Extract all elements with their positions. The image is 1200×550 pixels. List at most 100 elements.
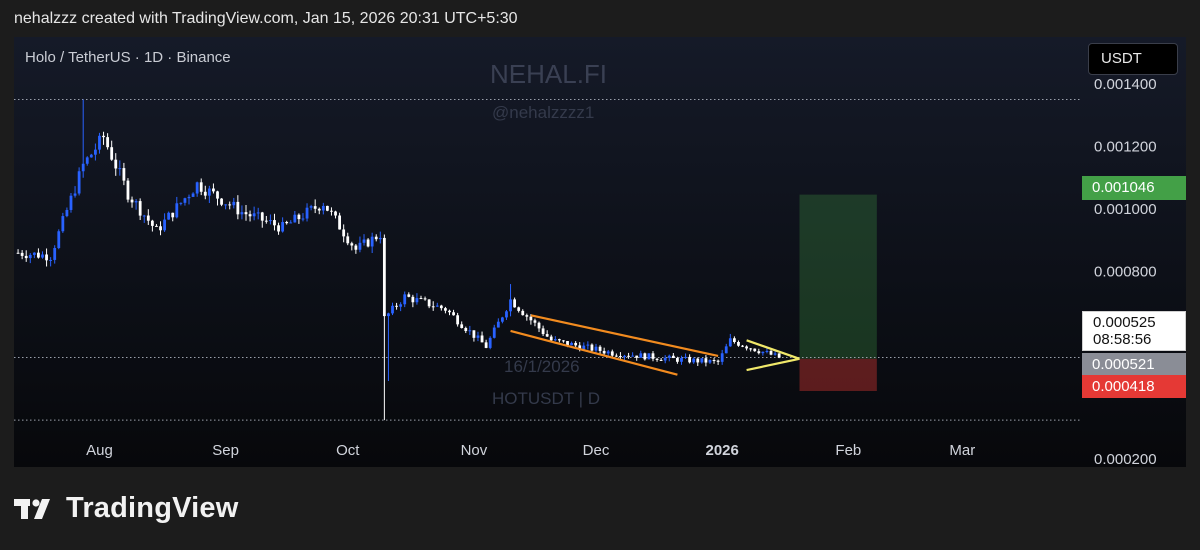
candle — [553, 336, 557, 342]
candle-body — [627, 355, 630, 357]
candle-body — [317, 208, 321, 211]
candle-body — [505, 311, 508, 318]
target-price-tag: 0.001046 — [1082, 176, 1186, 200]
candle — [456, 312, 460, 327]
candle-body — [325, 205, 329, 211]
trend-drawings — [510, 314, 800, 376]
candle — [305, 203, 309, 222]
candle — [297, 213, 301, 224]
candle-body — [366, 239, 370, 247]
candle — [49, 257, 53, 267]
candle — [289, 220, 293, 224]
candle — [598, 345, 602, 355]
candle — [110, 140, 114, 161]
candle — [480, 331, 484, 343]
tradingview-logo[interactable]: TradingView — [14, 492, 239, 525]
candle — [472, 330, 476, 342]
candle — [366, 238, 370, 248]
candle-body — [582, 345, 586, 350]
candle — [704, 355, 708, 367]
stop-price-tag: 0.000418 — [1082, 375, 1186, 398]
candle-body — [696, 358, 700, 363]
candle — [411, 294, 415, 308]
candle-body — [586, 344, 590, 346]
candle — [69, 192, 73, 213]
candles — [16, 99, 781, 421]
candle-body — [228, 204, 232, 206]
candle-body — [146, 215, 150, 221]
candle-body — [110, 147, 114, 160]
candle-body — [134, 201, 138, 203]
candle — [138, 198, 142, 220]
candle — [435, 302, 439, 307]
candle-body — [716, 360, 720, 362]
watermark-handle: @nehalzzzz1 — [492, 103, 595, 122]
price-chart[interactable]: 0.0014000.0012000.0010000.0008000.000600… — [14, 37, 1186, 467]
candle — [167, 211, 171, 220]
candle-body — [488, 337, 492, 348]
candle — [130, 196, 134, 208]
candle-body — [98, 135, 101, 150]
candle-body — [73, 193, 77, 196]
candle — [614, 353, 618, 357]
target-zone — [799, 194, 877, 359]
candle-body — [387, 313, 390, 317]
candle — [505, 309, 508, 320]
candle-body — [659, 359, 663, 361]
candle-body — [655, 358, 659, 360]
time-axis: Aug Sep Oct Nov Dec 2026 Feb Mar — [86, 442, 975, 459]
candle-body — [41, 254, 44, 258]
candle-body — [533, 320, 537, 323]
candle-body — [411, 296, 415, 303]
candle-body — [671, 355, 675, 359]
candle-body — [252, 213, 256, 217]
candle — [468, 325, 472, 336]
candle-body — [557, 339, 561, 341]
candle — [484, 339, 488, 349]
candle-body — [334, 211, 337, 216]
candle — [61, 212, 65, 233]
candle-body — [468, 330, 472, 332]
candle — [708, 359, 712, 364]
candle — [102, 131, 105, 145]
candle-body — [106, 137, 110, 148]
candle — [431, 301, 435, 311]
candle-body — [732, 338, 736, 343]
candle-body — [769, 350, 773, 355]
candle — [521, 309, 525, 316]
candle-body — [684, 356, 687, 359]
candle — [285, 220, 289, 225]
candle — [680, 355, 683, 365]
candle-body — [57, 231, 61, 249]
candle-body — [65, 209, 69, 217]
time-tick-label: Nov — [461, 442, 488, 459]
candle — [517, 306, 521, 313]
candle — [557, 338, 561, 343]
candle-body — [32, 252, 36, 255]
candle — [191, 192, 195, 197]
candle-body — [374, 236, 378, 240]
candle — [757, 348, 761, 355]
candle-body — [163, 219, 166, 231]
candle-body — [480, 335, 484, 343]
candle-body — [195, 182, 199, 194]
last-price-value: 0.000525 — [1093, 314, 1156, 331]
candle — [37, 248, 40, 259]
time-tick-label: Mar — [949, 442, 975, 459]
candle — [395, 302, 398, 310]
candle — [321, 202, 325, 215]
candle-body — [89, 154, 93, 158]
candle-body — [574, 342, 578, 346]
candle — [146, 209, 150, 225]
candle-body — [269, 220, 272, 222]
candle-body — [130, 199, 134, 203]
candle-body — [403, 294, 407, 305]
candle-body — [118, 168, 122, 170]
chart-area[interactable]: 0.0014000.0012000.0010000.0008000.000600… — [14, 37, 1186, 467]
candle — [224, 204, 228, 210]
position-zones — [799, 194, 877, 392]
candle — [354, 244, 358, 254]
currency-button[interactable]: USDT — [1088, 43, 1178, 75]
candle — [619, 352, 622, 360]
candle-body — [602, 350, 606, 354]
